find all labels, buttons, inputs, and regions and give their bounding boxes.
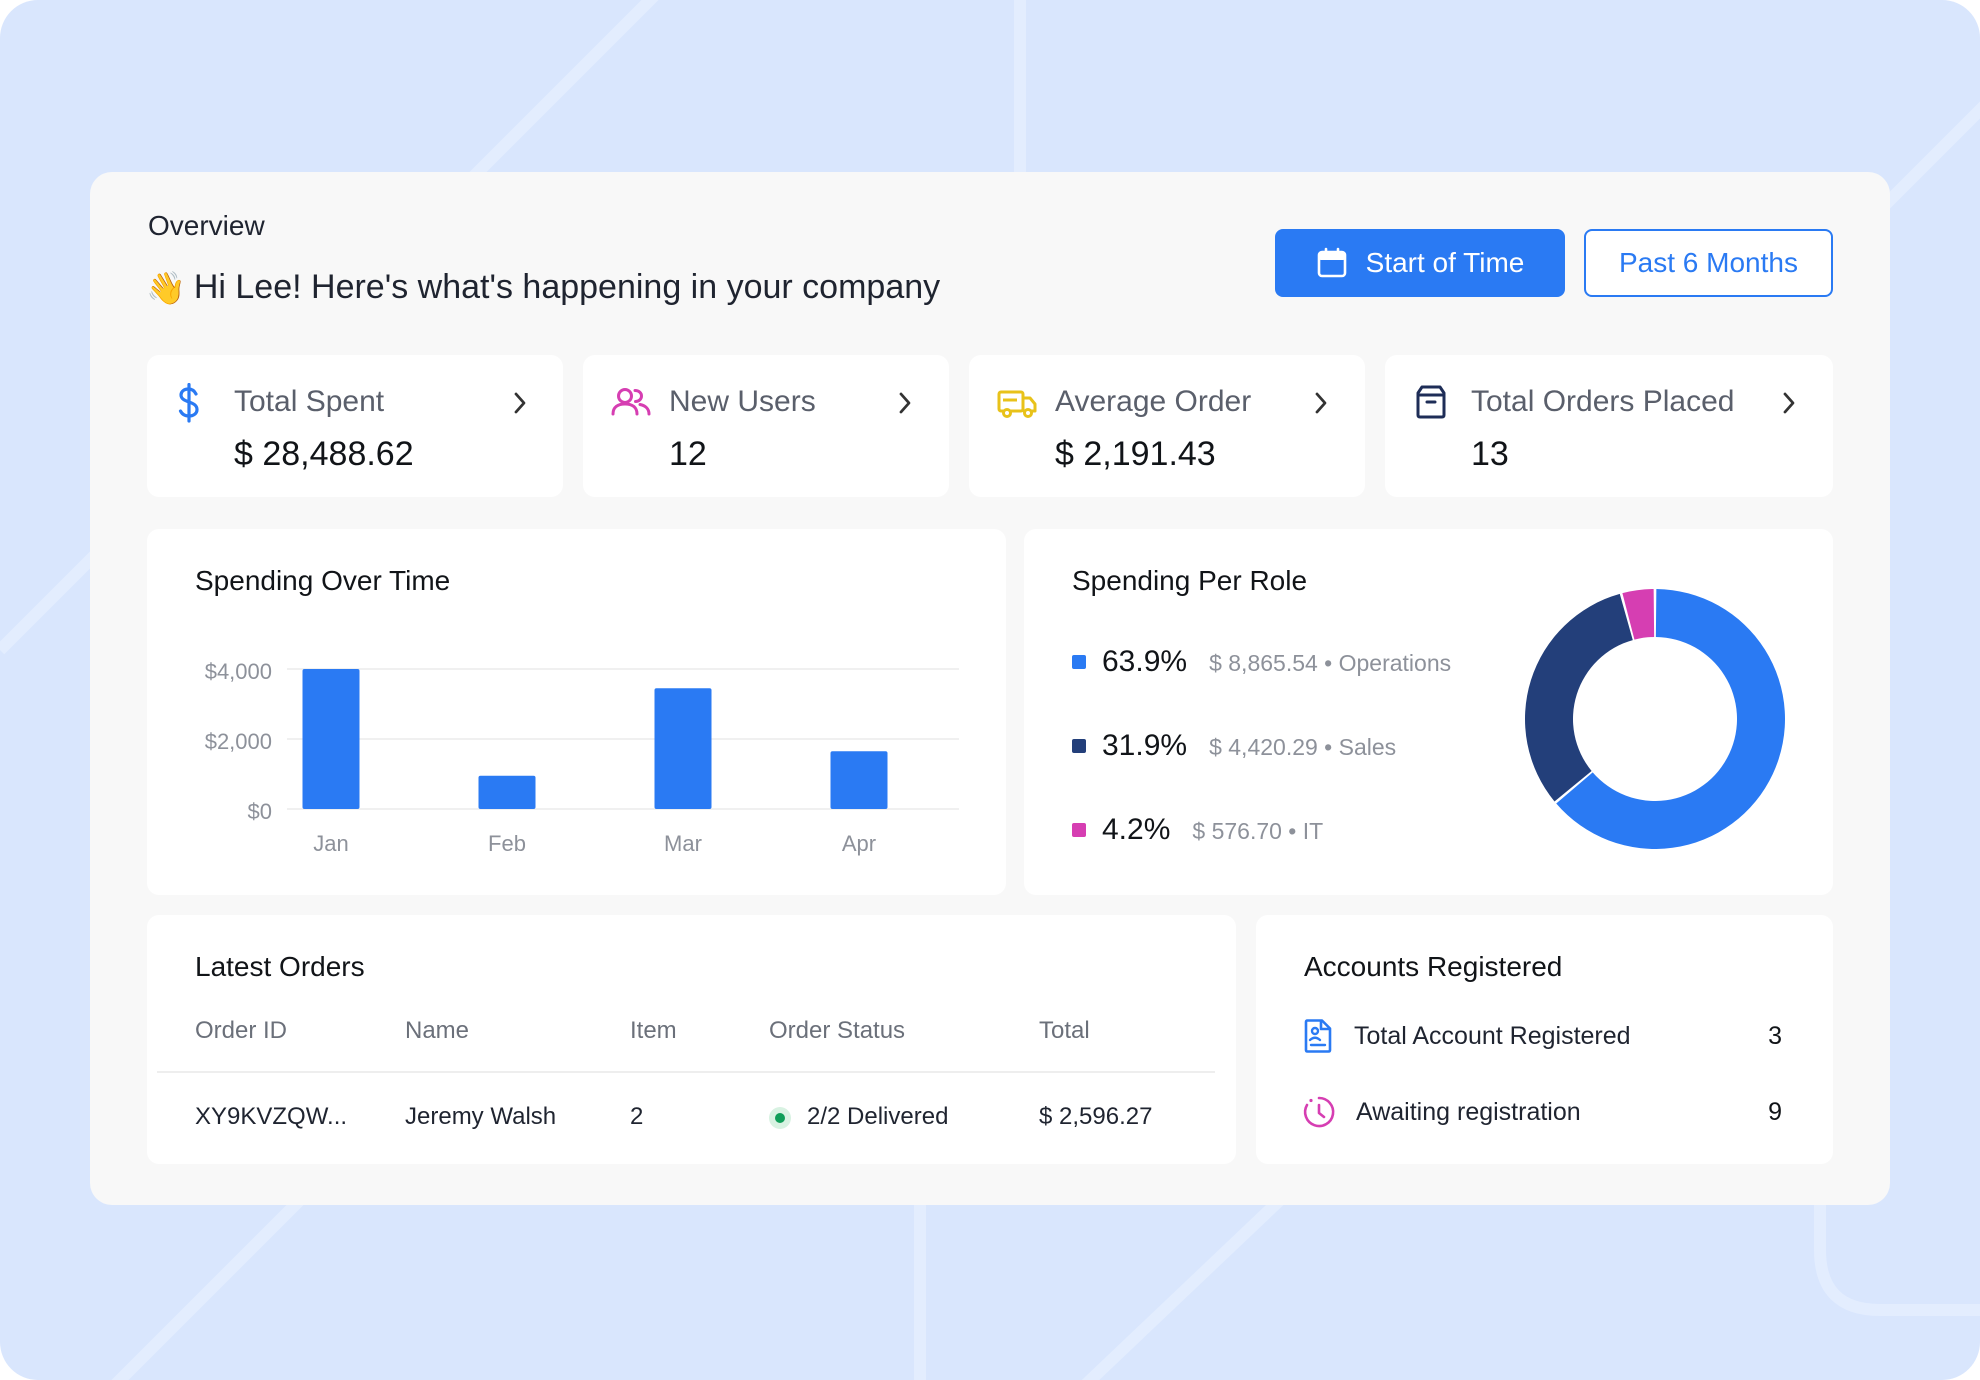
account-row-awaiting[interactable]: Awaiting registration 9 bbox=[1302, 1095, 1782, 1129]
start-of-time-button[interactable]: Start of Time bbox=[1275, 229, 1565, 297]
legend-detail: $ 4,420.29 • Sales bbox=[1209, 734, 1397, 760]
donut-slice-0[interactable] bbox=[1556, 589, 1785, 849]
bar-apr[interactable] bbox=[830, 751, 888, 809]
stat-label: Total Spent bbox=[234, 385, 385, 418]
start-of-time-label: Start of Time bbox=[1365, 247, 1525, 278]
account-label: Total Account Registered bbox=[1354, 1021, 1631, 1050]
column-header-order-id[interactable]: Order ID bbox=[195, 1017, 288, 1044]
stat-card-new-users[interactable]: New Users 12 bbox=[583, 355, 949, 497]
spending-per-role-card: Spending Per Role 63.9% $ 8,865.54 • Ope… bbox=[1024, 529, 1833, 895]
stat-label: New Users bbox=[669, 385, 816, 418]
legend-item-sales: 31.9% $ 4,420.29 • Sales bbox=[1072, 729, 1396, 763]
stat-value: 12 bbox=[669, 435, 707, 473]
card-title: Spending Per Role bbox=[1072, 565, 1308, 596]
page-title: Overview bbox=[148, 210, 265, 241]
donut-slice-1[interactable] bbox=[1525, 593, 1633, 802]
account-row-total[interactable]: Total Account Registered 3 bbox=[1302, 1019, 1782, 1053]
calendar-icon bbox=[1317, 247, 1346, 278]
legend-swatch bbox=[1072, 823, 1086, 837]
greeting-text: Hi Lee! Here's what's happening in your … bbox=[193, 268, 941, 306]
account-count: 3 bbox=[1768, 1021, 1782, 1050]
column-header-item[interactable]: Item bbox=[630, 1017, 677, 1044]
legend-item-operations: 63.9% $ 8,865.54 • Operations bbox=[1072, 645, 1451, 679]
legend-percent: 4.2% bbox=[1102, 813, 1171, 846]
name-cell: Jeremy Walsh bbox=[405, 1103, 557, 1130]
spending-bar-chart: $4,000 $2,000 $0 Jan Feb Mar Apr bbox=[205, 659, 959, 856]
document-user-icon bbox=[1304, 1019, 1332, 1053]
status-text: 2/2 Delivered bbox=[807, 1103, 949, 1130]
past-6-months-button[interactable]: Past 6 Months bbox=[1584, 229, 1833, 297]
accounts-registered-card: Accounts Registered Total Account Regist… bbox=[1256, 915, 1833, 1164]
x-tick-label: Apr bbox=[842, 831, 876, 856]
delivered-status-icon bbox=[769, 1106, 791, 1129]
latest-orders-card: Latest Orders Order ID Name Item Order S… bbox=[147, 915, 1236, 1164]
stat-value: $ 28,488.62 bbox=[234, 435, 414, 473]
users-icon bbox=[611, 388, 651, 416]
chevron-right-icon bbox=[1783, 392, 1795, 414]
bar-mar[interactable] bbox=[654, 688, 712, 809]
legend-detail: $ 8,865.54 • Operations bbox=[1209, 650, 1452, 676]
chevron-right-icon bbox=[1315, 392, 1327, 414]
clock-pending-icon bbox=[1303, 1096, 1335, 1128]
column-header-order-status[interactable]: Order Status bbox=[769, 1017, 906, 1044]
legend-swatch bbox=[1072, 655, 1086, 669]
stat-label: Total Orders Placed bbox=[1471, 385, 1735, 418]
spending-over-time-card: Spending Over Time $4,000 $2,000 $0 Jan F… bbox=[147, 529, 1006, 895]
status-cell: 2/2 Delivered bbox=[769, 1103, 948, 1131]
stat-card-total-spent[interactable]: Total Spent $ 28,488.62 bbox=[147, 355, 563, 497]
card-title: Accounts Registered bbox=[1304, 951, 1563, 982]
donut-slice-2[interactable] bbox=[1622, 589, 1655, 640]
bar-feb[interactable] bbox=[478, 775, 536, 809]
legend-swatch bbox=[1072, 739, 1086, 753]
x-tick-label: Jan bbox=[313, 831, 348, 856]
total-cell: $ 2,596.27 bbox=[1039, 1103, 1153, 1130]
legend-item-it: 4.2% $ 576.70 • IT bbox=[1072, 813, 1323, 847]
past-6-months-label: Past 6 Months bbox=[1619, 247, 1798, 278]
stat-card-total-orders[interactable]: Total Orders Placed 13 bbox=[1385, 355, 1833, 497]
stat-card-average-order[interactable]: Average Order $ 2,191.43 bbox=[969, 355, 1365, 497]
stat-label: Average Order bbox=[1055, 385, 1252, 418]
dollar-icon bbox=[178, 383, 199, 423]
truck-icon bbox=[997, 390, 1037, 418]
spending-donut-chart bbox=[1525, 589, 1785, 849]
greeting: 👋 Hi Lee! Here's what's happening in you… bbox=[146, 268, 940, 307]
table-row[interactable]: XY9KVZQW... Jeremy Walsh 2 2/2 Delivered… bbox=[147, 1075, 1236, 1155]
wave-emoji-icon: 👋 bbox=[146, 269, 186, 306]
legend-percent: 31.9% bbox=[1102, 729, 1188, 762]
box-icon bbox=[1416, 385, 1446, 419]
account-label: Awaiting registration bbox=[1356, 1097, 1581, 1126]
bar-jan[interactable] bbox=[302, 669, 360, 809]
x-tick-label: Mar bbox=[664, 831, 702, 856]
y-tick-label: $0 bbox=[248, 799, 272, 824]
item-cell: 2 bbox=[630, 1103, 644, 1130]
card-title: Latest Orders bbox=[195, 951, 365, 982]
chevron-right-icon bbox=[899, 392, 911, 414]
column-header-name[interactable]: Name bbox=[405, 1017, 470, 1044]
y-tick-label: $2,000 bbox=[205, 729, 272, 754]
table-divider bbox=[157, 1071, 1215, 1073]
y-tick-label: $4,000 bbox=[205, 659, 272, 684]
order-id-cell: XY9KVZQW... bbox=[195, 1103, 348, 1130]
stat-value: $ 2,191.43 bbox=[1055, 435, 1216, 473]
chevron-right-icon bbox=[514, 392, 526, 414]
stat-value: 13 bbox=[1471, 435, 1509, 473]
x-tick-label: Feb bbox=[488, 831, 526, 856]
column-header-total[interactable]: Total bbox=[1039, 1017, 1090, 1044]
legend-detail: $ 576.70 • IT bbox=[1192, 818, 1324, 844]
card-title: Spending Over Time bbox=[195, 565, 451, 596]
overview-panel: Overview 👋 Hi Lee! Here's what's happeni… bbox=[90, 172, 1890, 1205]
account-count: 9 bbox=[1768, 1097, 1782, 1126]
legend-percent: 63.9% bbox=[1102, 645, 1188, 678]
